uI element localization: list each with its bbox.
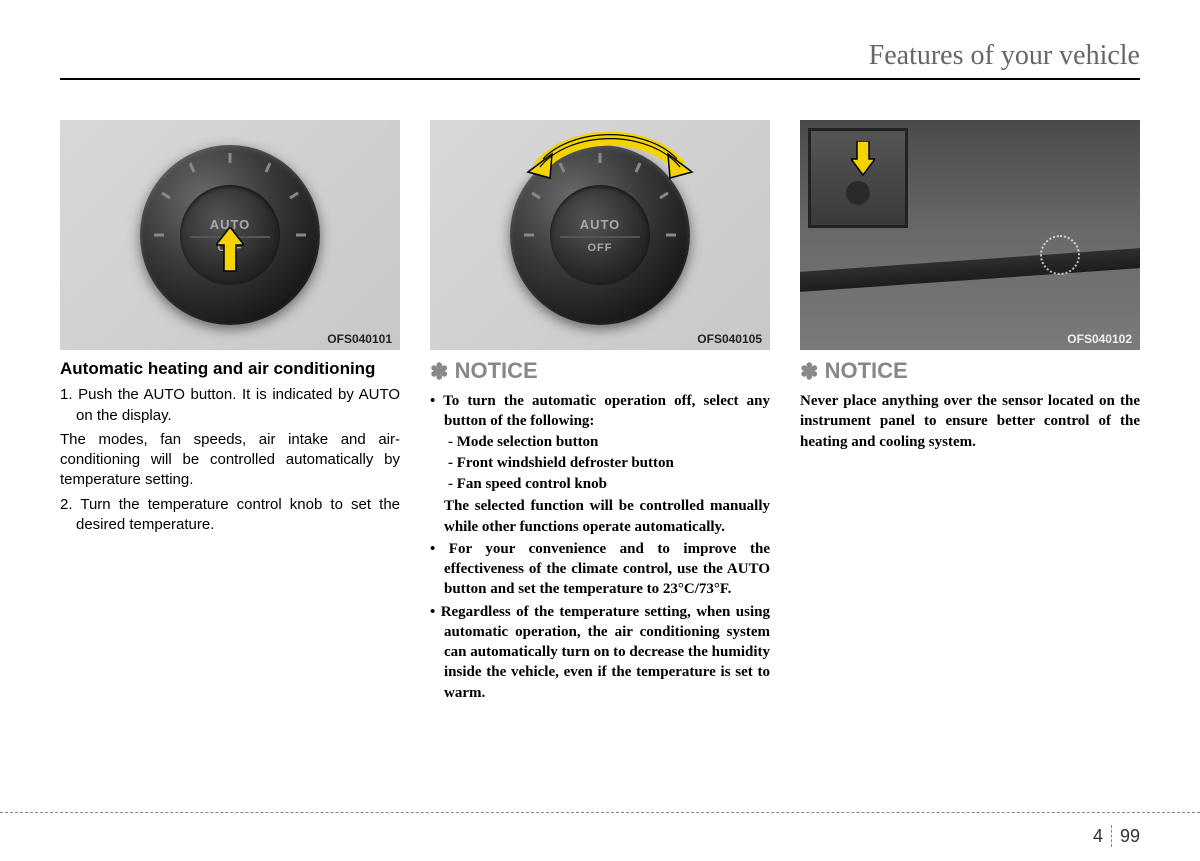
column-1: AUTO OFF OFS040101 Automatic heating and…: [60, 120, 400, 705]
notice-heading: ✽ NOTICE: [800, 358, 1140, 385]
step-2: 2. Turn the temperature control knob to …: [60, 495, 400, 536]
column-3: OFS040102 ✽ NOTICE Never place anything …: [800, 120, 1140, 705]
wiper-shape: [800, 248, 1140, 292]
bullet-1: • To turn the automatic operation off, s…: [430, 391, 770, 494]
crop-line: [0, 812, 1200, 813]
figure-auto-button: AUTO OFF OFS040101: [60, 120, 400, 350]
sensor-inset: [808, 128, 908, 228]
notice-bullets-2: • For your convenience and to improve th…: [430, 539, 770, 703]
dial-auto-label: AUTO: [580, 217, 621, 232]
section-heading: Automatic heating and air conditioning: [60, 358, 400, 379]
sub-2: - Front windshield defroster button: [458, 453, 770, 473]
notice-bullets: • To turn the automatic operation off, s…: [430, 391, 770, 494]
sub-3: - Fan speed control knob: [458, 474, 770, 494]
climate-dial: AUTO OFF: [140, 145, 320, 325]
figure-code: OFS040105: [697, 332, 762, 346]
figure-turn-knob: AUTO OFF OFS040105: [430, 120, 770, 350]
manual-page: Features of your vehicle: [0, 0, 1200, 861]
notice-body: Never place anything over the sensor loc…: [800, 391, 1140, 452]
sensor-dot-icon: [846, 181, 870, 205]
column-2: AUTO OFF OFS040105 ✽ NOTICE • To t: [430, 120, 770, 705]
notice-star-icon: ✽: [800, 359, 818, 384]
notice-heading: ✽ NOTICE: [430, 358, 770, 385]
dial-off-label: OFF: [588, 242, 613, 254]
followup-text: The selected function will be controlled…: [430, 496, 770, 537]
figure-code: OFS040101: [327, 332, 392, 346]
notice-star-icon: ✽: [430, 359, 448, 384]
dial-divider: [560, 236, 640, 238]
sub-list: - Mode selection button - Front windshie…: [444, 432, 770, 495]
sensor-location-circle-icon: [1040, 235, 1080, 275]
figure-code: OFS040102: [1067, 332, 1132, 346]
figure-sensor: OFS040102: [800, 120, 1140, 350]
page-header: Features of your vehicle: [60, 40, 1140, 80]
paragraph: The modes, fan speeds, air intake and ai…: [60, 430, 400, 491]
content-columns: AUTO OFF OFS040101 Automatic heating and…: [60, 120, 1140, 705]
step-list: 1. Push the AUTO button. It is indicated…: [60, 385, 400, 426]
sub-1: - Mode selection button: [458, 432, 770, 452]
step-list-2: 2. Turn the temperature control knob to …: [60, 495, 400, 536]
dial-center: AUTO OFF: [550, 185, 650, 285]
rotate-arrow-icon: [510, 122, 710, 182]
arrow-down-icon: [851, 141, 875, 177]
bullet-2: • For your convenience and to improve th…: [430, 539, 770, 600]
sensor-illustration: [800, 120, 1140, 350]
page-number: 4 99: [1093, 825, 1140, 847]
page-index: 99: [1120, 826, 1140, 847]
step-1: 1. Push the AUTO button. It is indicated…: [60, 385, 400, 426]
page-num-separator: [1111, 825, 1112, 847]
section-number: 4: [1093, 826, 1103, 847]
arrow-up-icon: [216, 227, 244, 273]
bullet-3: • Regardless of the temperature setting,…: [430, 602, 770, 703]
